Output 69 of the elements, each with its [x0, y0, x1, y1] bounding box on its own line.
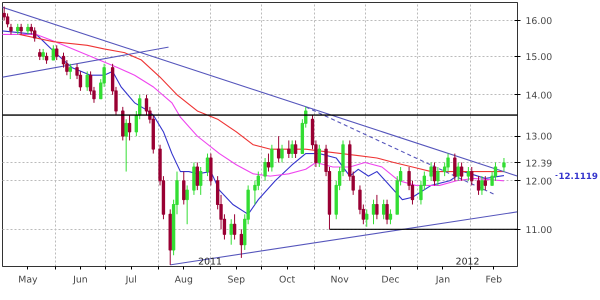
candlestick: [290, 140, 294, 158]
x-tick-label: May: [18, 274, 38, 286]
candlestick: [68, 63, 72, 80]
candlestick: [41, 48, 45, 61]
candlestick: [44, 52, 48, 64]
candlestick: [196, 162, 200, 191]
candlestick: [86, 70, 89, 92]
candlestick: [230, 218, 233, 246]
y-tick-label: 13.00: [526, 132, 552, 143]
candlestick: [480, 176, 484, 196]
x-tick-label: Sep: [227, 274, 246, 286]
candlestick: [372, 199, 376, 225]
candlestick: [124, 118, 128, 172]
candlestick: [206, 153, 210, 177]
x-tick-label: Oct: [279, 274, 296, 286]
candlestick: [16, 23, 20, 35]
candlestick: [182, 171, 186, 205]
candlestick: [266, 153, 270, 172]
x-tick-label: Jun: [72, 274, 88, 286]
candlestick: [55, 44, 58, 61]
candlestick: [209, 153, 213, 186]
candlestick: [26, 23, 30, 35]
candlestick: [460, 162, 464, 182]
y-tick-label: 14.00: [526, 90, 552, 102]
line-series: [2, 30, 504, 215]
candlestick: [484, 176, 487, 191]
candlestick: [263, 158, 267, 182]
candlestick: [287, 140, 290, 158]
candlestick: [199, 166, 202, 196]
candlestick: [240, 228, 244, 258]
candlestick: [436, 166, 440, 186]
y-tick-label: 11.00: [526, 224, 552, 236]
candlestick: [232, 214, 236, 240]
x-tick-label: Aug: [174, 274, 193, 286]
candlestick: [128, 114, 132, 141]
candlestick: [19, 23, 23, 35]
candlestick: [365, 208, 368, 228]
candlestick: [185, 184, 189, 225]
candlestick: [375, 194, 379, 220]
x-tick-label: Nov: [330, 274, 350, 286]
y-tick-label: 15.00: [526, 52, 552, 63]
y-tick-label: 12.39: [526, 158, 552, 170]
x-tick-label: Jul: [124, 274, 137, 286]
candlestick: [52, 44, 56, 61]
candlestick: [192, 162, 196, 196]
candlestick: [456, 162, 460, 182]
candlestick: [276, 136, 280, 163]
candlestick: [470, 166, 474, 186]
annotation: 2012: [456, 256, 480, 268]
candlestick: [318, 144, 321, 168]
candlestick: [294, 140, 298, 158]
candlestick: [502, 158, 506, 172]
candlestick: [453, 153, 457, 182]
candlestick: [446, 153, 450, 172]
text: 12.1119: [558, 172, 598, 182]
x-tick-label: Feb: [486, 274, 502, 286]
candlestick: [270, 144, 274, 172]
candlestick: [33, 26, 36, 42]
candlestick: [280, 144, 284, 163]
candlestick: [432, 162, 436, 186]
x-tick-label: Dec: [381, 274, 400, 286]
y-tick-label: 12.00: [526, 176, 552, 188]
candlestick: [466, 166, 470, 182]
annotation: 2011: [198, 256, 222, 268]
y-tick-label: 16.00: [526, 16, 552, 27]
candlestick: [382, 199, 386, 220]
x-tick-label: Jan: [434, 274, 450, 286]
candlestick: [38, 48, 42, 61]
candlestick: [429, 162, 433, 182]
